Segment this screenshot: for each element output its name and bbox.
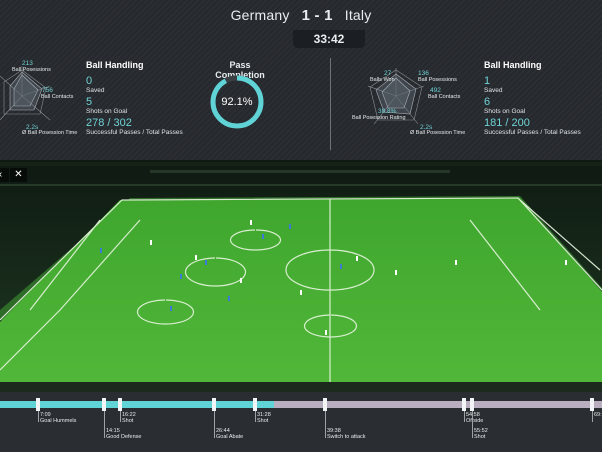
away-ball-possessions-label: Ball Posessions (418, 77, 457, 83)
home-possession-time-label: Ø Ball Posession Time (22, 130, 78, 136)
home-passes-label: Successful Passes / Total Passes (86, 129, 183, 136)
away-balls-won-label: Balls Won (370, 77, 395, 83)
pitch-view[interactable] (0, 160, 602, 392)
away-passes-label: Successful Passes / Total Passes (484, 129, 581, 136)
timeline-connector (255, 408, 256, 422)
timeline-event-label: Shot (122, 418, 134, 424)
match-score: 1 - 1 (301, 7, 333, 24)
match-clock: 33:42 (293, 30, 365, 48)
timeline-connector (120, 408, 121, 422)
timeline-event-label: Switch to attack (327, 434, 366, 440)
match-timeline[interactable]: 7:09 Goal Hummels 14:15 Good Defense 16:22 Sh… (0, 392, 602, 452)
home-shots-label: Shots on Goal (86, 108, 128, 115)
home-team-name: Germany (230, 7, 290, 23)
timeline-event-time: 26:44 (216, 428, 230, 434)
timeline-event-label: Offside (466, 418, 484, 424)
pass-completion-title: Pass Completion (215, 60, 265, 80)
timeline-highlight (274, 401, 602, 408)
pass-completion-gauge (210, 75, 264, 129)
away-ball-contacts-label: Ball Contacts (428, 94, 461, 100)
timeline-event-time: 55:52 (474, 428, 488, 434)
home-ball-handling: Ball Handling 0 Saved 5 Shots on Goal 27… (86, 60, 183, 139)
away-saved-value: 1 (484, 75, 491, 87)
timeline-event-label: Goal Hummels (40, 418, 77, 424)
away-balls-won-value: 27 (384, 70, 392, 77)
pass-completion-arc (210, 75, 264, 129)
home-ball-contacts-label: Ball Contacts (41, 94, 74, 100)
timeline-event-label: Goal Abate (216, 434, 244, 440)
home-ball-possessions-label: Ball Posessions (12, 67, 51, 73)
timeline-connector (592, 408, 593, 422)
timeline-connector (472, 408, 473, 438)
timeline-event-label: Shot (474, 434, 486, 440)
timeline-event-time: 7:09 (40, 412, 51, 418)
timeline-connector (38, 408, 39, 422)
away-ball-handling: Ball Handling 1 Saved 6 Shots on Goal 18… (484, 60, 581, 139)
scoreboard: Germany 1 - 1 Italy (0, 7, 602, 24)
timeline-event[interactable]: 69:1 (594, 412, 602, 418)
away-possession-rating-label: Ball Posession Rating (352, 115, 406, 121)
away-shots-value: 6 (484, 96, 491, 108)
timeline-connector (325, 408, 326, 438)
chevron-left-icon: ‹ (0, 169, 2, 180)
away-radar-chart (368, 68, 425, 125)
home-radar-chart (0, 66, 51, 121)
timeline-marker[interactable] (470, 398, 474, 411)
away-passes-value: 181 / 200 (484, 117, 530, 129)
timeline-marker[interactable] (212, 398, 216, 411)
away-shots-label: Shots on Goal (484, 108, 526, 115)
away-possession-rating-value: 38.8% (378, 108, 397, 115)
timeline-event[interactable]: 14:15 Good Defense (106, 428, 141, 440)
timeline-marker[interactable] (253, 398, 257, 411)
away-ball-contacts-value: 492 (430, 87, 441, 94)
timeline-event-label: Shot (257, 418, 269, 424)
home-shots-value: 5 (86, 96, 93, 108)
home-saved-label: Saved (86, 87, 105, 94)
stats-panel: Germany 1 - 1 Italy 33:42 213 Ball Poses… (0, 0, 602, 160)
away-ball-possessions-value: 136 (418, 70, 429, 77)
timeline-marker[interactable] (590, 398, 594, 411)
away-possession-time-label: Ø Ball Posession Time (410, 130, 466, 136)
back-button[interactable]: ‹ (0, 168, 9, 182)
home-ball-contacts-value: 756 (42, 87, 53, 94)
timeline-event-time: 69:1 (594, 412, 602, 418)
close-button[interactable]: ✕ (10, 168, 27, 182)
timeline-event-time: 14:15 (106, 428, 120, 434)
timeline-event[interactable]: 26:44 Goal Abate (216, 428, 243, 440)
away-saved-label: Saved (484, 87, 503, 94)
home-possession-time-value: 2.2s (26, 124, 39, 131)
timeline-track[interactable] (0, 401, 602, 408)
timeline-connector (214, 408, 215, 438)
timeline-event[interactable]: 7:09 Goal Hummels (40, 412, 76, 424)
away-possession-time-value: 2.2s (420, 124, 433, 131)
timeline-marker[interactable] (462, 398, 466, 411)
timeline-event[interactable]: 55:52 Shot (474, 428, 488, 440)
timeline-progress (0, 401, 274, 408)
panel-divider (330, 58, 331, 150)
pass-completion-value: 92.1% (221, 96, 253, 108)
away-ball-handling-heading: Ball Handling (484, 60, 542, 70)
pitch-image (0, 160, 602, 392)
home-ball-possessions-value: 213 (22, 60, 33, 67)
timeline-event-time: 39:38 (327, 428, 341, 434)
timeline-marker[interactable] (323, 398, 327, 411)
timeline-marker[interactable] (118, 398, 122, 411)
close-icon: ✕ (14, 169, 23, 180)
timeline-event[interactable]: 31:28 Shot (257, 412, 271, 424)
timeline-event[interactable]: 54:58Offside (466, 412, 483, 424)
home-saved-value: 0 (86, 75, 93, 87)
away-team-name: Italy (344, 7, 372, 23)
timeline-event-label: Good Defense (106, 434, 142, 440)
timeline-event-time: 16:22 (122, 412, 136, 418)
timeline-connector (104, 408, 105, 438)
timeline-event[interactable]: 16:22 Shot (122, 412, 136, 424)
timeline-event-time: 31:28 (257, 412, 271, 418)
timeline-marker[interactable] (102, 398, 106, 411)
timeline-event[interactable]: 39:38 Switch to attack (327, 428, 366, 440)
timeline-connector (464, 408, 465, 422)
home-passes-value: 278 / 302 (86, 117, 132, 129)
timeline-marker[interactable] (36, 398, 40, 411)
home-ball-handling-heading: Ball Handling (86, 60, 144, 70)
